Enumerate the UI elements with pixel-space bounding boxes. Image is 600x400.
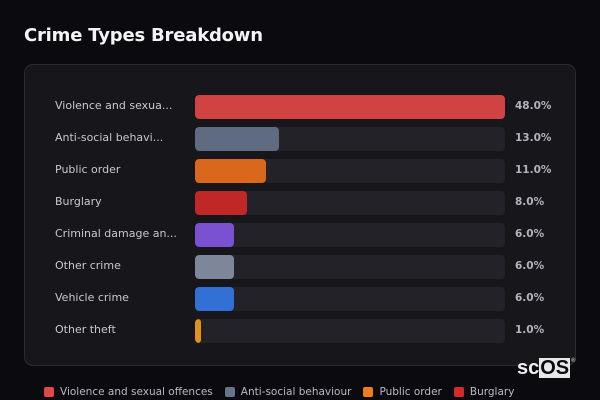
bar-track xyxy=(195,191,505,215)
bar-row[interactable]: Burglary 8.0% xyxy=(25,191,575,215)
bar-value: 13.0% xyxy=(515,132,552,144)
legend-item[interactable]: Violence and sexual offences xyxy=(44,386,213,398)
chart-card: Violence and sexua... 48.0% Anti-social … xyxy=(24,64,576,366)
bar-fill xyxy=(195,223,234,247)
bar-row[interactable]: Vehicle crime 6.0% xyxy=(25,287,575,311)
bar-row[interactable]: Other theft 1.0% xyxy=(25,319,575,343)
legend-item[interactable]: Public order xyxy=(363,386,442,398)
legend-item[interactable]: Burglary xyxy=(453,386,515,398)
bar-value: 6.0% xyxy=(515,228,545,240)
bar-fill xyxy=(195,287,234,311)
scos-logo: sc OS ® xyxy=(517,358,576,378)
bar-value: 1.0% xyxy=(515,324,545,336)
bar-fill xyxy=(195,255,234,279)
logo-text-b: OS xyxy=(539,357,571,379)
bar-fill xyxy=(195,127,279,151)
bar-row[interactable]: Anti-social behavi... 13.0% xyxy=(25,127,575,151)
bar-label: Vehicle crime xyxy=(55,291,129,304)
bar-label: Other theft xyxy=(55,323,116,336)
bar-label: Burglary xyxy=(55,195,102,208)
bar-value: 6.0% xyxy=(515,260,545,272)
bar-value: 8.0% xyxy=(515,196,545,208)
legend-label: Violence and sexual offences xyxy=(60,386,213,398)
bar-fill xyxy=(195,159,267,183)
chart-title: Crime Types Breakdown xyxy=(24,25,263,46)
legend-swatch-icon xyxy=(363,387,374,397)
logo-text-a: sc xyxy=(517,357,540,379)
bar-fill xyxy=(195,95,505,119)
bar-track xyxy=(195,287,505,311)
bar-label: Violence and sexua... xyxy=(55,99,173,112)
bar-fill xyxy=(195,319,202,343)
bar-track xyxy=(195,223,505,247)
chart-legend: Violence and sexual offences Anti-social… xyxy=(44,386,526,398)
bar-row[interactable]: Violence and sexua... 48.0% xyxy=(25,95,575,119)
bar-row[interactable]: Criminal damage an... 6.0% xyxy=(25,223,575,247)
bar-row[interactable]: Other crime 6.0% xyxy=(25,255,575,279)
legend-swatch-icon xyxy=(44,387,54,397)
bar-track xyxy=(195,159,505,183)
bar-label: Criminal damage an... xyxy=(55,227,177,240)
bar-row[interactable]: Public order 11.0% xyxy=(25,159,575,183)
bar-label: Other crime xyxy=(55,259,121,272)
legend-swatch-icon xyxy=(224,387,235,397)
bar-fill xyxy=(195,191,247,215)
bar-track xyxy=(195,255,505,279)
legend-label: Anti-social behaviour xyxy=(240,386,352,398)
registered-mark: ® xyxy=(571,358,576,364)
bar-value: 11.0% xyxy=(515,164,552,176)
bar-label: Anti-social behavi... xyxy=(55,131,164,144)
legend-label: Public order xyxy=(379,386,442,398)
legend-item[interactable]: Anti-social behaviour xyxy=(224,386,352,398)
bar-track xyxy=(195,95,505,119)
bar-value: 6.0% xyxy=(515,292,545,304)
bar-value: 48.0% xyxy=(515,100,552,112)
legend-swatch-icon xyxy=(453,387,464,397)
bar-track xyxy=(195,127,505,151)
bar-label: Public order xyxy=(55,163,121,176)
bar-track xyxy=(195,319,505,343)
legend-label: Burglary xyxy=(469,386,515,398)
